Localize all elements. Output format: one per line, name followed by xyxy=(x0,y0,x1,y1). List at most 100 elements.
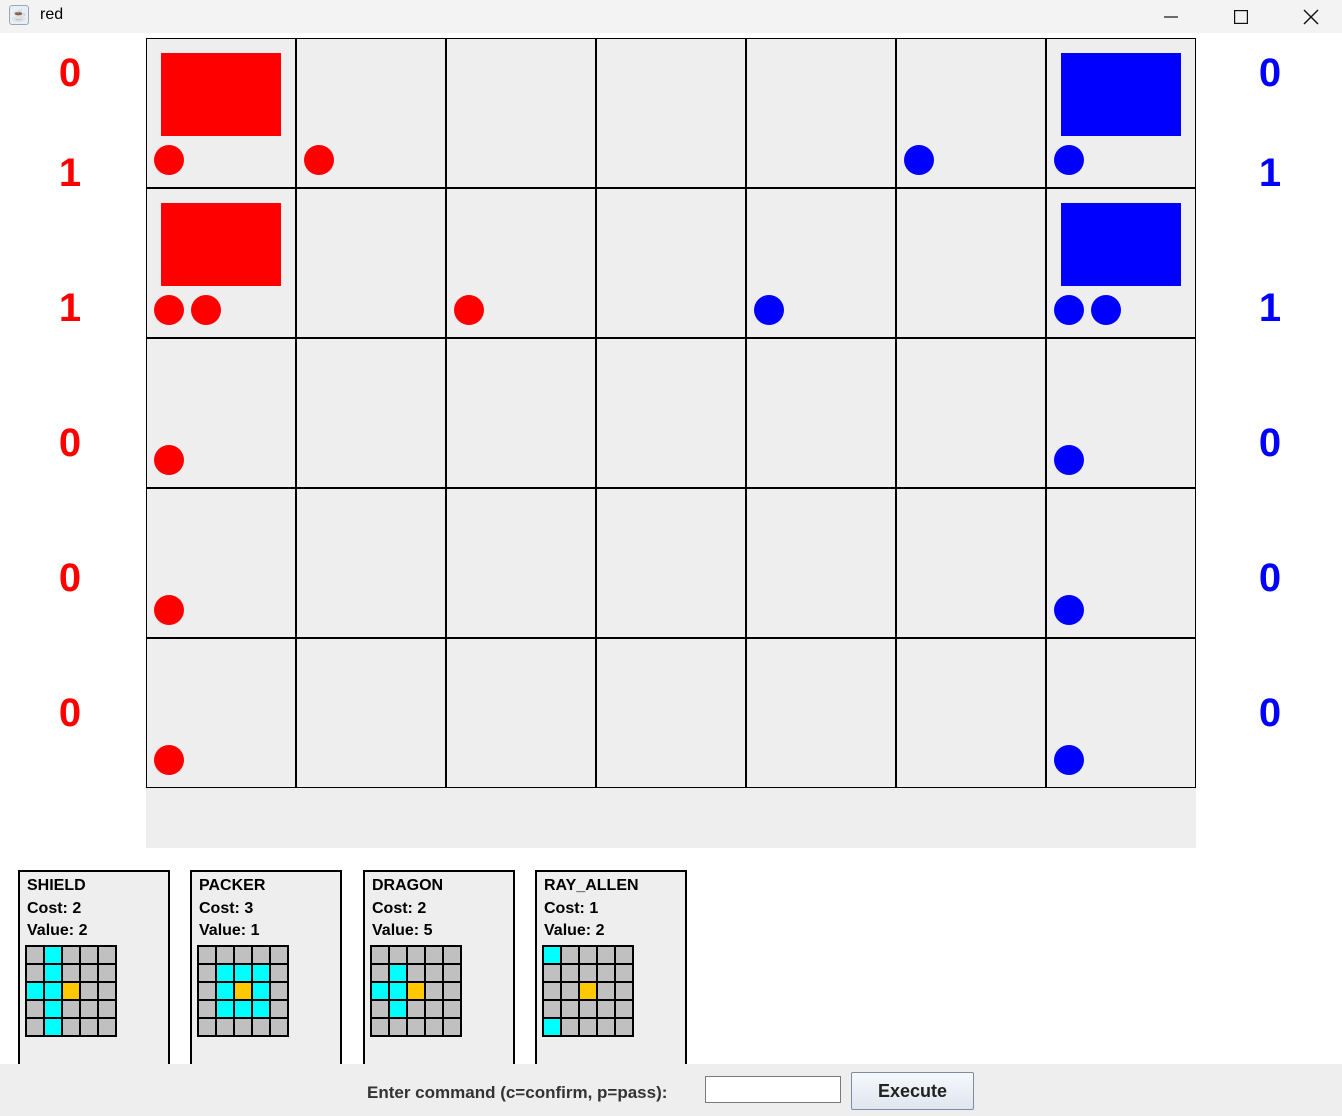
pattern-empty-cell xyxy=(443,1018,461,1036)
board-cell[interactable] xyxy=(146,188,296,338)
blue-base xyxy=(1061,203,1181,286)
blue-piece[interactable] xyxy=(754,295,784,325)
minimize-button[interactable] xyxy=(1136,0,1206,33)
pattern-empty-cell xyxy=(62,1000,80,1018)
blue-score-label: 0 xyxy=(1258,691,1282,735)
red-piece[interactable] xyxy=(154,595,184,625)
pattern-empty-cell xyxy=(615,1018,633,1036)
pattern-empty-cell xyxy=(425,982,443,1000)
board-cell[interactable] xyxy=(296,188,446,338)
pattern-empty-cell xyxy=(615,964,633,982)
pattern-empty-cell xyxy=(371,1000,389,1018)
board-cell[interactable] xyxy=(896,338,1046,488)
card-packer[interactable]: PACKER Cost: 3 Value: 1 xyxy=(190,870,342,1064)
board-cell[interactable] xyxy=(896,638,1046,788)
pattern-empty-cell xyxy=(615,1000,633,1018)
red-piece[interactable] xyxy=(154,295,184,325)
board-cell[interactable] xyxy=(596,38,746,188)
board-cell[interactable] xyxy=(746,188,896,338)
pattern-empty-cell xyxy=(62,1018,80,1036)
board-cell[interactable] xyxy=(146,38,296,188)
board-cell[interactable] xyxy=(896,488,1046,638)
board-cell[interactable] xyxy=(596,638,746,788)
blue-piece[interactable] xyxy=(1054,595,1084,625)
pattern-empty-cell xyxy=(270,964,288,982)
pattern-empty-cell xyxy=(425,1000,443,1018)
board-cell[interactable] xyxy=(1046,638,1196,788)
board-cell[interactable] xyxy=(746,638,896,788)
blue-piece[interactable] xyxy=(1054,745,1084,775)
execute-button[interactable]: Execute xyxy=(851,1072,974,1110)
blue-piece[interactable] xyxy=(904,145,934,175)
board-cell[interactable] xyxy=(1046,338,1196,488)
pattern-empty-cell xyxy=(579,964,597,982)
pattern-empty-cell xyxy=(26,964,44,982)
red-piece[interactable] xyxy=(154,745,184,775)
pattern-empty-cell xyxy=(615,982,633,1000)
pattern-range-cell xyxy=(543,946,561,964)
pattern-empty-cell xyxy=(80,982,98,1000)
board-cell[interactable] xyxy=(746,488,896,638)
card-cost: Cost: 3 xyxy=(199,900,254,917)
board-cell[interactable] xyxy=(146,488,296,638)
board-cell[interactable] xyxy=(746,338,896,488)
board-cell[interactable] xyxy=(596,338,746,488)
pattern-empty-cell xyxy=(597,964,615,982)
board-cell[interactable] xyxy=(446,638,596,788)
pattern-range-cell xyxy=(252,964,270,982)
command-input[interactable] xyxy=(705,1076,841,1103)
card-name: DRAGON xyxy=(372,877,444,894)
red-piece[interactable] xyxy=(191,295,221,325)
red-piece[interactable] xyxy=(454,295,484,325)
board-cell[interactable] xyxy=(896,38,1046,188)
board-cell[interactable] xyxy=(446,38,596,188)
card-cost: Cost: 2 xyxy=(27,900,82,917)
board-cell[interactable] xyxy=(296,338,446,488)
pattern-empty-cell xyxy=(561,982,579,1000)
card-value: Value: 5 xyxy=(372,922,433,939)
board-cell[interactable] xyxy=(296,638,446,788)
blue-piece[interactable] xyxy=(1091,295,1121,325)
pattern-empty-cell xyxy=(198,1018,216,1036)
board-cell[interactable] xyxy=(1046,188,1196,338)
pattern-empty-cell xyxy=(252,1018,270,1036)
pattern-empty-cell xyxy=(371,964,389,982)
board-cell[interactable] xyxy=(446,338,596,488)
card-dragon[interactable]: DRAGON Cost: 2 Value: 5 xyxy=(363,870,515,1064)
board-cell[interactable] xyxy=(146,338,296,488)
board-cell[interactable] xyxy=(596,188,746,338)
pattern-empty-cell xyxy=(98,1000,116,1018)
board-cell[interactable] xyxy=(746,38,896,188)
red-piece[interactable] xyxy=(304,145,334,175)
blue-piece[interactable] xyxy=(1054,145,1084,175)
board-cell[interactable] xyxy=(296,38,446,188)
maximize-button[interactable] xyxy=(1206,0,1276,33)
board-cell[interactable] xyxy=(1046,488,1196,638)
pattern-range-cell xyxy=(216,982,234,1000)
board-cell[interactable] xyxy=(896,188,1046,338)
pattern-empty-cell xyxy=(579,1018,597,1036)
pattern-empty-cell xyxy=(62,964,80,982)
blue-score-label: 0 xyxy=(1258,51,1282,95)
board-cell[interactable] xyxy=(1046,38,1196,188)
red-piece[interactable] xyxy=(154,445,184,475)
board-cell[interactable] xyxy=(446,488,596,638)
blue-piece[interactable] xyxy=(1054,445,1084,475)
pattern-empty-cell xyxy=(270,982,288,1000)
board-cell[interactable] xyxy=(146,638,296,788)
red-piece[interactable] xyxy=(154,145,184,175)
pattern-range-cell xyxy=(44,964,62,982)
pattern-center-cell xyxy=(62,982,80,1000)
close-button[interactable] xyxy=(1276,0,1342,33)
board-cell[interactable] xyxy=(596,488,746,638)
card-cost: Cost: 2 xyxy=(372,900,427,917)
board-cell[interactable] xyxy=(446,188,596,338)
board-cell[interactable] xyxy=(296,488,446,638)
pattern-empty-cell xyxy=(252,946,270,964)
minimize-icon xyxy=(1164,15,1178,18)
pattern-empty-cell xyxy=(98,982,116,1000)
card-shield[interactable]: SHIELD Cost: 2 Value: 2 xyxy=(18,870,170,1064)
card-ray-allen[interactable]: RAY_ALLEN Cost: 1 Value: 2 xyxy=(535,870,687,1064)
blue-piece[interactable] xyxy=(1054,295,1084,325)
pattern-empty-cell xyxy=(198,964,216,982)
